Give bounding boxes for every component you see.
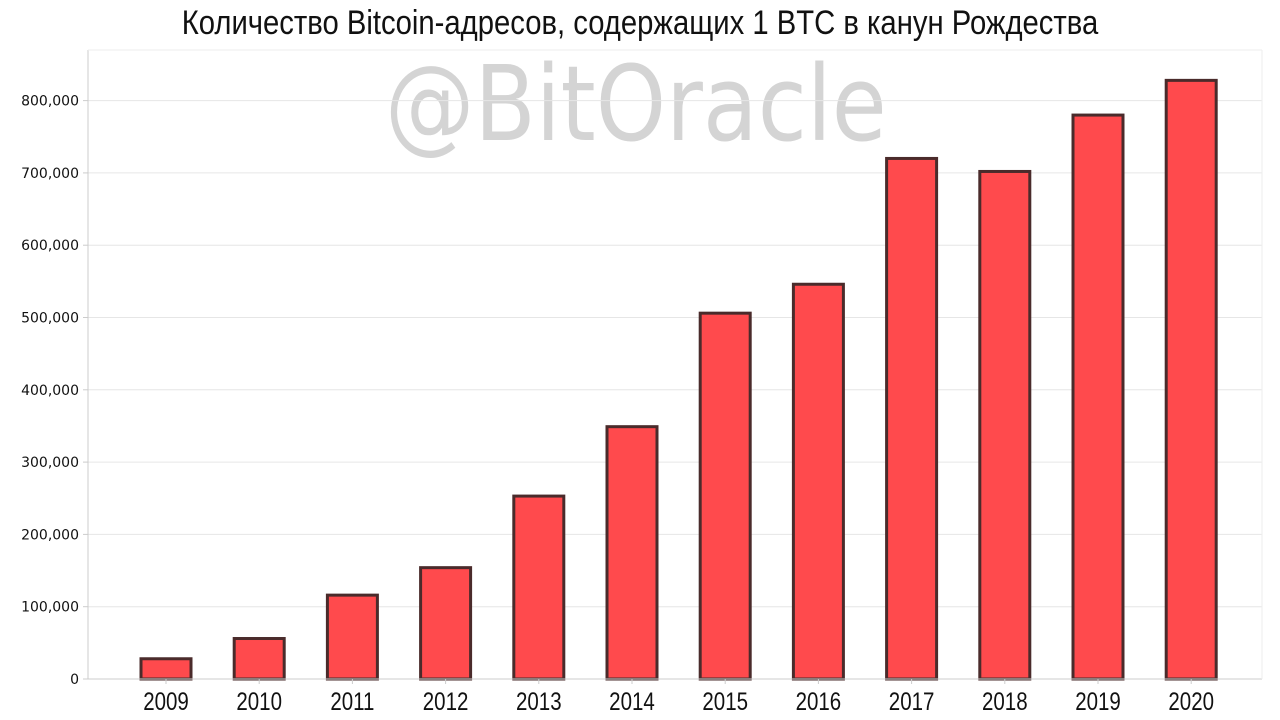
bar-2017 (885, 156, 939, 681)
x-tick-label: 2015 (702, 687, 748, 715)
y-tick-label: 0 (70, 672, 79, 688)
y-tick-label: 200,000 (21, 527, 79, 543)
y-tick-labels: 0 100,000 200,000 300,000 400,000 500,000 600,… (21, 94, 79, 688)
x-tick-label: 2020 (1168, 687, 1214, 715)
bar-2018 (978, 169, 1032, 681)
x-tick-label: 2016 (796, 687, 842, 715)
axes (83, 49, 1263, 684)
x-tick-label: 2011 (330, 687, 374, 715)
x-tick-label: 2014 (609, 687, 655, 715)
bar-2019 (1071, 113, 1125, 681)
bars (139, 78, 1218, 681)
bar-2011 (325, 593, 379, 681)
y-tick-label: 800,000 (21, 94, 79, 110)
bar-2010 (232, 637, 286, 681)
x-tick-label: 2017 (889, 687, 935, 715)
grid-lines (88, 100, 1262, 608)
x-tick-label: 2019 (1075, 687, 1121, 715)
y-tick-label: 700,000 (21, 166, 79, 182)
bar-2016 (791, 282, 845, 681)
bar-2012 (419, 566, 473, 681)
bar-2014 (605, 425, 659, 681)
x-tick-label: 2010 (236, 687, 282, 715)
watermark: @BitOracle (385, 43, 887, 165)
chart-title: Количество Bitcoin-адресов, содержащих 1… (181, 4, 1099, 42)
bar-2013 (512, 494, 566, 681)
x-tick-label: 2009 (143, 687, 189, 715)
bar-2020 (1164, 78, 1218, 681)
y-tick-label: 400,000 (21, 383, 79, 399)
y-tick-label: 600,000 (21, 238, 79, 254)
y-tick-label: 500,000 (21, 311, 79, 327)
x-tick-label: 2018 (982, 687, 1028, 715)
x-tick-label: 2012 (423, 687, 469, 715)
bar-2009 (139, 657, 193, 681)
x-tick-labels: 2009 2010 2011 2012 2013 2014 2015 2016 2017 2018… (143, 687, 1214, 715)
y-tick-label: 100,000 (21, 600, 79, 616)
y-tick-label: 300,000 (21, 455, 79, 471)
x-tick-label: 2013 (516, 687, 562, 715)
bar-2015 (698, 311, 752, 681)
